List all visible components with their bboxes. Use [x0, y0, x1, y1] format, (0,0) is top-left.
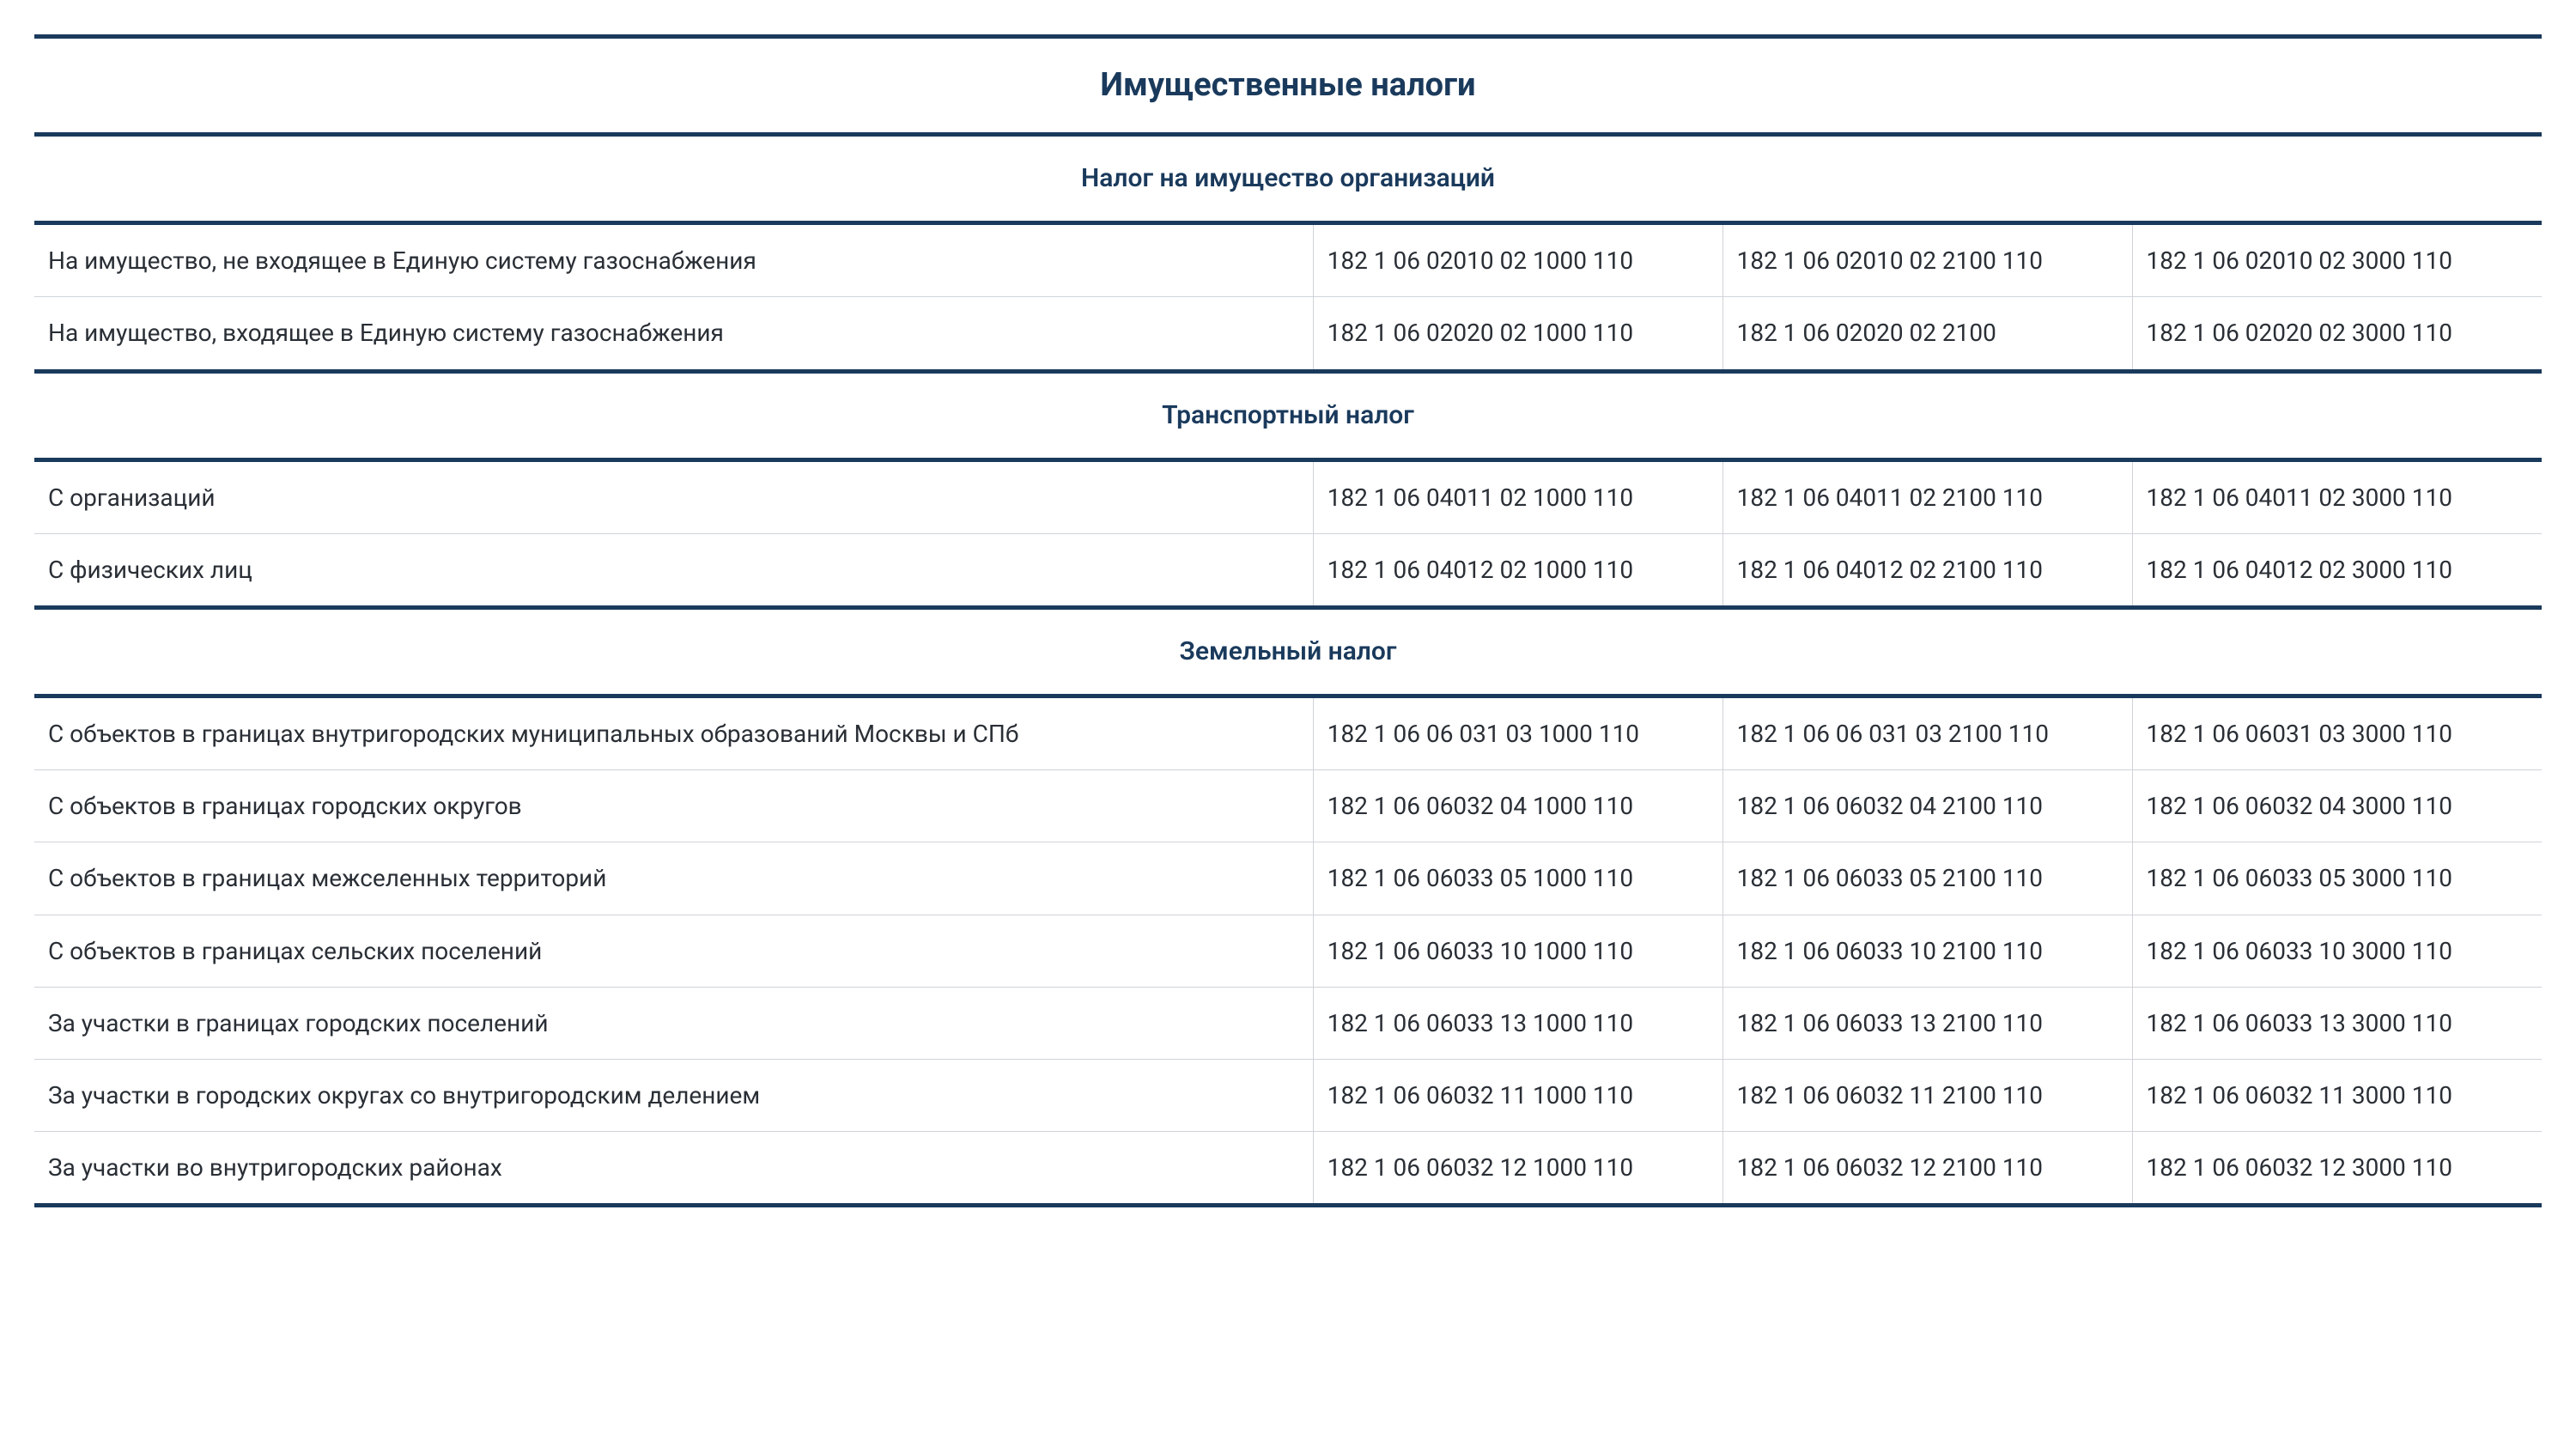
- row-label: За участки в границах городских поселени…: [34, 987, 1313, 1059]
- code-cell: 182 1 06 06032 11 1000 110: [1313, 1059, 1722, 1131]
- title-row: Имущественные налоги: [34, 37, 2542, 135]
- section-heading: Налог на имущество организаций: [34, 135, 2542, 223]
- section-heading: Земельный налог: [34, 607, 2542, 696]
- row-label: С объектов в границах городских округов: [34, 770, 1313, 842]
- code-cell: 182 1 06 06033 13 3000 110: [2132, 987, 2542, 1059]
- section-header-row: Транспортный налог: [34, 371, 2542, 459]
- section-header-row: Налог на имущество организаций: [34, 135, 2542, 223]
- row-label: За участки во внутригородских районах: [34, 1132, 1313, 1206]
- code-cell: 182 1 06 06033 05 1000 110: [1313, 842, 1722, 915]
- code-cell: 182 1 06 04012 02 2100 110: [1722, 533, 2132, 607]
- row-label: На имущество, не входящее в Единую систе…: [34, 223, 1313, 297]
- code-cell: 182 1 06 06032 04 3000 110: [2132, 770, 2542, 842]
- code-cell: 182 1 06 06031 03 3000 110: [2132, 696, 2542, 769]
- table-row: За участки в городских округах со внутри…: [34, 1059, 2542, 1131]
- code-cell: 182 1 06 06033 10 3000 110: [2132, 915, 2542, 987]
- code-cell: 182 1 06 06 031 03 2100 110: [1722, 696, 2132, 769]
- table-row: За участки в границах городских поселени…: [34, 987, 2542, 1059]
- code-cell: 182 1 06 04012 02 1000 110: [1313, 533, 1722, 607]
- code-cell: 182 1 06 02010 02 3000 110: [2132, 223, 2542, 297]
- row-label: С объектов в границах сельских поселений: [34, 915, 1313, 987]
- row-label: С объектов в границах межселенных террит…: [34, 842, 1313, 915]
- code-cell: 182 1 06 02020 02 1000 110: [1313, 297, 1722, 371]
- code-cell: 182 1 06 02020 02 2100: [1722, 297, 2132, 371]
- code-cell: 182 1 06 06032 12 1000 110: [1313, 1132, 1722, 1206]
- code-cell: 182 1 06 06032 11 3000 110: [2132, 1059, 2542, 1131]
- code-cell: 182 1 06 06032 04 2100 110: [1722, 770, 2132, 842]
- table-row: За участки во внутригородских районах182…: [34, 1132, 2542, 1206]
- code-cell: 182 1 06 06033 13 2100 110: [1722, 987, 2132, 1059]
- table-row: На имущество, не входящее в Единую систе…: [34, 223, 2542, 297]
- code-cell: 182 1 06 06033 05 3000 110: [2132, 842, 2542, 915]
- code-cell: 182 1 06 04011 02 1000 110: [1313, 459, 1722, 533]
- code-cell: 182 1 06 06032 12 3000 110: [2132, 1132, 2542, 1206]
- tax-codes-table: Имущественные налоги Налог на имущество …: [34, 34, 2542, 1207]
- table-row: С объектов в границах городских округов1…: [34, 770, 2542, 842]
- row-label: На имущество, входящее в Единую систему …: [34, 297, 1313, 371]
- code-cell: 182 1 06 06033 05 2100 110: [1722, 842, 2132, 915]
- code-cell: 182 1 06 06033 10 2100 110: [1722, 915, 2132, 987]
- code-cell: 182 1 06 02020 02 3000 110: [2132, 297, 2542, 371]
- code-cell: 182 1 06 06032 11 2100 110: [1722, 1059, 2132, 1131]
- row-label: С организаций: [34, 459, 1313, 533]
- table-row: С объектов в границах внутригородских му…: [34, 696, 2542, 769]
- table-row: С объектов в границах межселенных террит…: [34, 842, 2542, 915]
- code-cell: 182 1 06 04012 02 3000 110: [2132, 533, 2542, 607]
- code-cell: 182 1 06 02010 02 1000 110: [1313, 223, 1722, 297]
- code-cell: 182 1 06 02010 02 2100 110: [1722, 223, 2132, 297]
- row-label: За участки в городских округах со внутри…: [34, 1059, 1313, 1131]
- row-label: С объектов в границах внутригородских му…: [34, 696, 1313, 769]
- table-row: На имущество, входящее в Единую систему …: [34, 297, 2542, 371]
- table-row: С объектов в границах сельских поселений…: [34, 915, 2542, 987]
- row-label: С физических лиц: [34, 533, 1313, 607]
- code-cell: 182 1 06 04011 02 3000 110: [2132, 459, 2542, 533]
- code-cell: 182 1 06 06032 12 2100 110: [1722, 1132, 2132, 1206]
- code-cell: 182 1 06 06032 04 1000 110: [1313, 770, 1722, 842]
- section-heading: Транспортный налог: [34, 371, 2542, 459]
- table-row: С физических лиц182 1 06 04012 02 1000 1…: [34, 533, 2542, 607]
- code-cell: 182 1 06 06 031 03 1000 110: [1313, 696, 1722, 769]
- table-row: С организаций182 1 06 04011 02 1000 1101…: [34, 459, 2542, 533]
- table-body: Имущественные налоги Налог на имущество …: [34, 37, 2542, 1206]
- table-title: Имущественные налоги: [34, 37, 2542, 135]
- code-cell: 182 1 06 04011 02 2100 110: [1722, 459, 2132, 533]
- code-cell: 182 1 06 06033 10 1000 110: [1313, 915, 1722, 987]
- section-header-row: Земельный налог: [34, 607, 2542, 696]
- code-cell: 182 1 06 06033 13 1000 110: [1313, 987, 1722, 1059]
